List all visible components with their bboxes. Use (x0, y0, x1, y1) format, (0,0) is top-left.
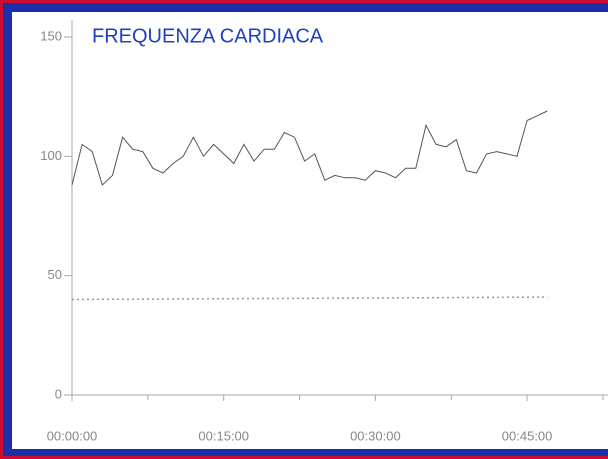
y-tick-label: 50 (48, 267, 62, 282)
y-tick-label: 100 (40, 148, 62, 163)
x-tick-label: 00:30:00 (350, 428, 401, 443)
series-line (71, 110, 548, 186)
x-tick-label: 00:00:00 (47, 428, 98, 443)
x-tick-label: 00:15:00 (198, 428, 249, 443)
y-tick-label: 0 (55, 386, 62, 401)
chart-title: FREQUENZA CARDIACA (92, 25, 324, 47)
y-tick-label: 150 (40, 28, 62, 43)
series-line (71, 296, 548, 301)
plot-background (12, 12, 608, 449)
x-tick-label: 00:45:00 (502, 428, 553, 443)
